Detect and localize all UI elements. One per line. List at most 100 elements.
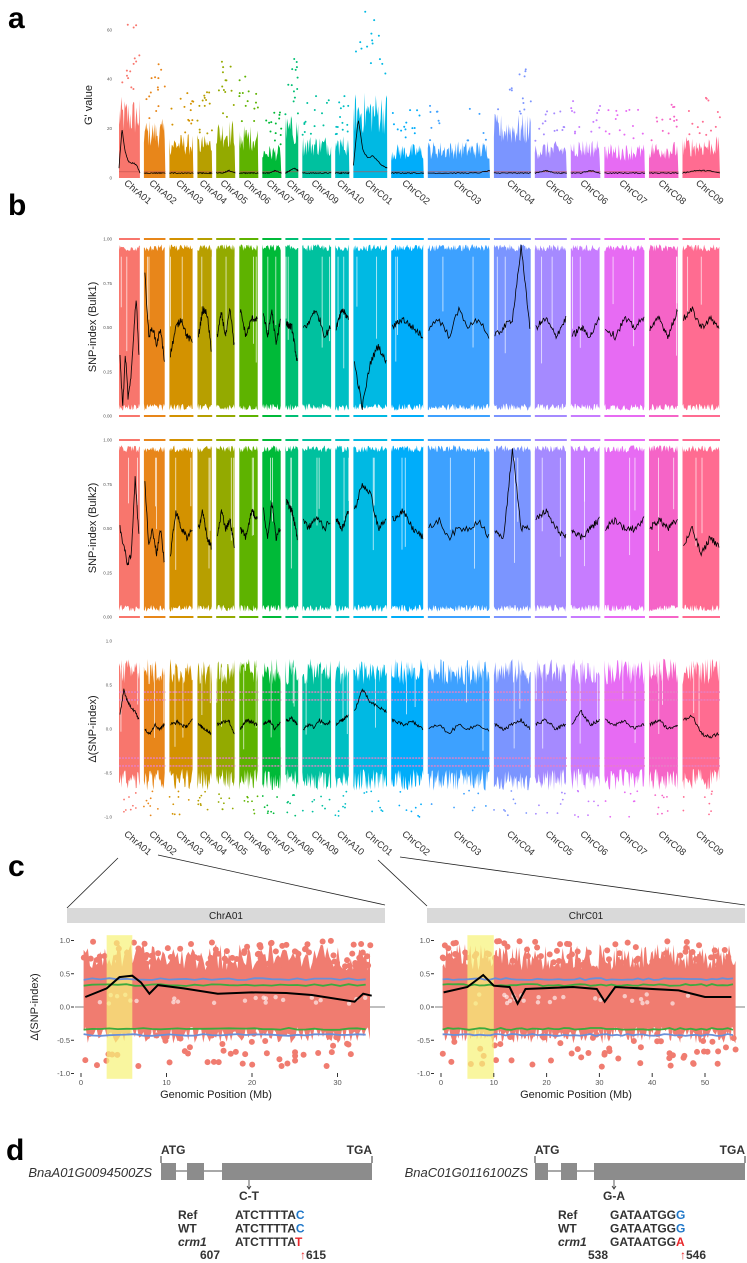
data-point [448, 1058, 455, 1065]
fixed-snp-row-top [143, 238, 166, 240]
data-point [696, 942, 703, 949]
sparse-gap [175, 999, 181, 1004]
data-point [709, 129, 712, 132]
smoothed-line-ChrA10 [335, 511, 349, 532]
smoothed-line-ChrA01 [119, 300, 140, 406]
fixed-snp-row-bottom [335, 415, 350, 417]
data-point [509, 957, 516, 964]
fixed-snp-row-top [391, 238, 424, 240]
data-point [257, 944, 264, 951]
fixed-snp-row-bottom [262, 415, 282, 417]
fixed-snp-row-top [648, 238, 679, 240]
data-point [160, 68, 163, 71]
sparse-gap [693, 667, 695, 714]
data-point [711, 790, 713, 793]
data-point [157, 88, 160, 91]
data-point [616, 962, 623, 969]
sparse-gap [243, 667, 245, 750]
smoothed-line-ChrC01 [354, 483, 387, 531]
fixed-snp-row-bottom [239, 616, 259, 618]
sequence: ATCTTTTAT [235, 1235, 303, 1249]
data-point [504, 943, 511, 950]
smoothed-line-ChrA09 [302, 515, 331, 532]
sparse-gap [120, 256, 122, 308]
smoothed-line-ChrA03 [170, 510, 193, 557]
data-point [186, 1044, 193, 1051]
sparse-gap [126, 256, 128, 352]
position-end-value: 546 [686, 1248, 706, 1262]
data-point [339, 107, 342, 110]
exon [187, 1163, 204, 1180]
point-cloud-ChrA07 [262, 445, 281, 612]
mutation-label: G-A [603, 1189, 625, 1203]
smoothed-line-ChrA05 [216, 719, 235, 735]
data-point [220, 797, 222, 800]
data-point [662, 796, 665, 799]
smoothed-line-ChrA02 [144, 722, 165, 736]
data-point [178, 813, 181, 816]
data-point [247, 90, 250, 93]
data-point [655, 116, 658, 119]
data-point [247, 800, 249, 803]
data-point [101, 952, 108, 959]
exon [222, 1163, 372, 1180]
smoothed-line-ChrC06 [571, 315, 600, 339]
fixed-snp-row-top [302, 439, 332, 441]
smoothed-line-ChrC03 [427, 169, 490, 174]
data-point [570, 107, 573, 110]
smoothed-line-ChrC09 [683, 714, 720, 739]
data-point [345, 1041, 352, 1048]
data-point [605, 956, 612, 963]
fixed-snp-row-bottom [216, 415, 236, 417]
data-point [268, 121, 271, 124]
data-point [364, 10, 367, 13]
fixed-snp-row-bottom [262, 616, 282, 618]
sparse-gap [629, 998, 635, 1004]
sparse-gap [201, 256, 203, 307]
point-cloud-ChrC05 [534, 141, 567, 178]
data-point [669, 118, 672, 121]
data-point [143, 805, 145, 808]
data-point [327, 99, 330, 102]
fixed-snp-row-top [216, 439, 236, 441]
data-point [198, 128, 201, 131]
data-point [633, 957, 640, 964]
data-point [238, 95, 241, 98]
data-point [130, 939, 137, 946]
sequence-context: ATCTTTTA [235, 1208, 296, 1222]
data-point [296, 88, 299, 91]
sparse-gap [230, 457, 232, 541]
facet-strip-label: ChrA01 [209, 911, 243, 922]
point-cloud-ChrA10 [335, 136, 350, 178]
sparse-gap [253, 256, 254, 344]
data-point [438, 122, 441, 125]
data-point [218, 793, 220, 796]
sparse-gap [535, 1000, 541, 1005]
fixed-snp-row-top [335, 238, 350, 240]
sparse-gap [397, 256, 398, 335]
data-point [338, 101, 341, 104]
data-point [189, 102, 192, 105]
data-point [300, 1051, 307, 1058]
smoothed-line-ChrA04 [198, 306, 212, 352]
sparse-gap [255, 667, 257, 728]
sequence-row-label: Ref [178, 1208, 198, 1222]
fixed-snp-row-bottom [682, 415, 720, 417]
sparse-gap [190, 457, 192, 507]
point-cloud-ChrA06 [239, 659, 258, 790]
fixed-snp-row-bottom [534, 415, 567, 417]
data-point [217, 801, 220, 803]
data-point [289, 802, 292, 805]
smoothed-line-ChrA07 [262, 169, 282, 174]
data-point [370, 32, 373, 35]
data-point [220, 60, 223, 63]
sparse-gap [640, 1000, 645, 1006]
fixed-snp-row-top [391, 439, 424, 441]
reference-base: C [296, 1208, 305, 1222]
data-point [508, 1057, 515, 1064]
data-point [523, 108, 526, 111]
data-point [524, 68, 527, 71]
data-point [710, 810, 712, 813]
data-point [303, 122, 306, 125]
x-tick-label-ChrC05: ChrC05 [543, 178, 575, 207]
